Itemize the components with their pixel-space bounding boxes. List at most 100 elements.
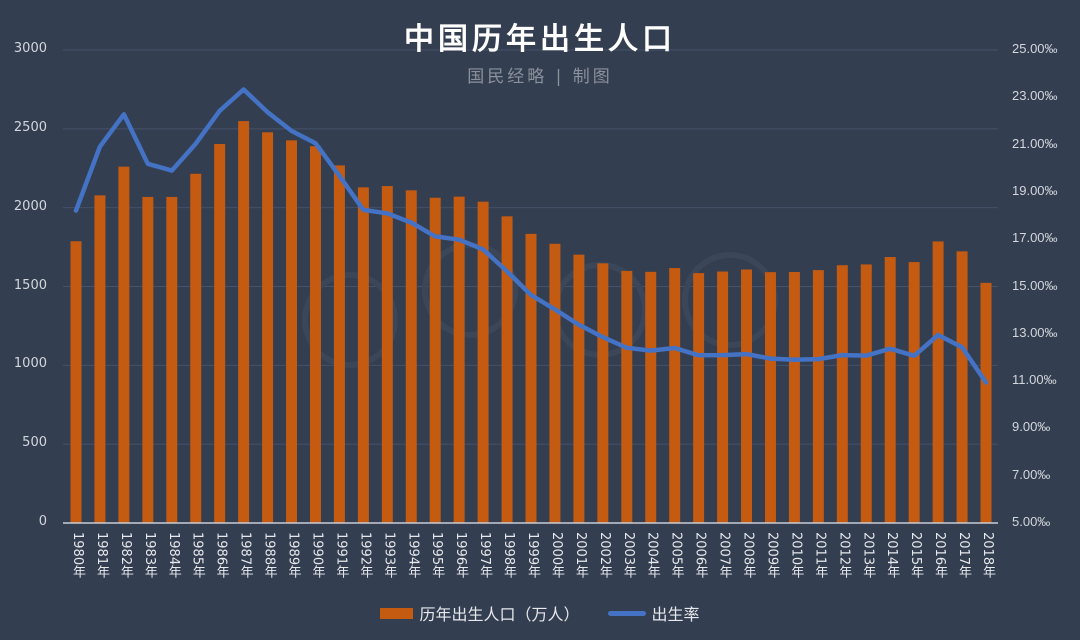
x-axis-tick: 2003年: [620, 532, 636, 579]
x-axis-tick: 1985年: [189, 532, 205, 579]
x-axis-tick: 1986年: [213, 532, 229, 579]
x-axis-tick: 2015年: [908, 532, 924, 579]
bar: [94, 195, 106, 524]
x-axis-tick: 2016年: [932, 532, 948, 579]
bar: [477, 201, 489, 523]
x-axis-tick: 2011年: [812, 532, 828, 579]
bar: [836, 265, 848, 523]
bar: [932, 241, 944, 523]
x-axis-tick: 1981年: [93, 532, 109, 579]
chart-subtitle: 国民经略 | 制图: [467, 67, 613, 87]
bar: [381, 186, 393, 523]
bar: [645, 271, 657, 523]
bar: [405, 190, 417, 523]
bar: [693, 273, 705, 523]
bar: [860, 264, 872, 523]
x-axis-tick: 2004年: [644, 532, 660, 579]
x-axis-tick: 1996年: [453, 532, 469, 579]
bar: [717, 271, 729, 523]
x-axis-tick: 2002年: [596, 532, 612, 579]
x-axis-tick: 2008年: [740, 532, 756, 579]
x-axis-tick: 1995年: [429, 532, 445, 579]
legend-item-birth-rate[interactable]: 出生率: [607, 601, 700, 625]
x-axis-tick: 1991年: [333, 532, 349, 579]
x-axis-tick: 2010年: [788, 532, 804, 579]
x-axis-tick: 1999年: [525, 532, 540, 579]
legend-item-births[interactable]: 历年出生人口（万人）: [380, 601, 580, 625]
bar: [812, 270, 824, 523]
x-axis-tick: 2018年: [980, 532, 995, 579]
bar: [357, 187, 369, 523]
bar: [741, 269, 753, 523]
right-axis-tick: 17.00‰: [1012, 230, 1058, 246]
x-axis-tick: 1993年: [381, 532, 397, 579]
left-axis-tick: 2500: [13, 119, 47, 135]
left-axis-tick: 2000: [13, 198, 47, 214]
x-axis-tick: 1998年: [501, 532, 517, 579]
left-axis-tick: 3000: [13, 41, 47, 56]
bar: [214, 143, 226, 523]
watermark: [302, 242, 778, 368]
bar: [525, 233, 537, 523]
x-axis-tick: 2006年: [692, 532, 708, 579]
bar: [166, 196, 178, 524]
left-axis-tick: 1500: [13, 277, 47, 293]
x-axis-tick: 1988年: [261, 532, 277, 579]
x-axis-tick: 1982年: [117, 532, 133, 579]
bar: [956, 251, 968, 523]
bar: [453, 196, 465, 523]
x-axis-tick: 2000年: [548, 532, 564, 579]
bar: [142, 196, 154, 524]
legend: 历年出生人口（万人） 出生率: [0, 601, 1080, 625]
x-axis-tick: 1992年: [357, 532, 373, 579]
right-axis-tick: 15.00‰: [1012, 277, 1058, 293]
bar: [788, 271, 800, 523]
x-axis-tick: 1984年: [165, 532, 181, 579]
x-axis-tick: 2014年: [884, 532, 900, 579]
line-swatch-icon: [607, 610, 646, 616]
bar: [238, 121, 250, 523]
line-series: [73, 87, 989, 385]
x-axis-tick: 1990年: [309, 532, 325, 579]
bar: [286, 140, 298, 523]
bar-series: [70, 121, 992, 524]
bar: [764, 272, 776, 523]
left-axis-tick: 0: [38, 514, 47, 529]
x-axis-tick: 2001年: [572, 532, 588, 579]
bar: [309, 146, 321, 523]
left-axis-tick: 1000: [13, 356, 47, 372]
right-axis-tick: 13.00‰: [1012, 324, 1058, 340]
x-axis-tick: 2013年: [860, 532, 876, 579]
bar: [597, 263, 609, 523]
legend-label-birth-rate: 出生率: [651, 605, 700, 624]
right-axis-tick: 5.00‰: [1012, 514, 1051, 529]
bar: [549, 243, 561, 523]
bar: [908, 262, 920, 523]
x-axis-tick: 1980年: [70, 532, 85, 579]
chart-title: 中国历年出生人口: [404, 22, 676, 57]
bar: [621, 270, 633, 523]
x-axis-tick: 1997年: [477, 532, 493, 579]
right-axis-tick: 11.00‰: [1012, 372, 1057, 388]
x-axis-tick: 1987年: [237, 532, 253, 579]
bar: [501, 216, 513, 524]
right-axis-tick: 7.00‰: [1012, 466, 1051, 482]
bar: [190, 173, 202, 524]
x-axis-tick: 2005年: [668, 532, 684, 579]
x-axis-tick: 2007年: [716, 532, 732, 579]
bar: [118, 166, 130, 523]
bar: [262, 132, 274, 523]
x-axis-tick: 2017年: [956, 532, 972, 579]
bar: [980, 282, 992, 523]
x-axis-tick: 1989年: [285, 532, 301, 579]
right-axis-tick: 19.00‰: [1012, 182, 1058, 198]
bar: [573, 254, 585, 523]
bar-swatch-icon: [380, 607, 414, 619]
right-axis-tick: 21.00‰: [1012, 135, 1058, 151]
bar: [884, 257, 896, 523]
right-axis-tick: 23.00‰: [1012, 88, 1058, 104]
x-axis-tick: 1983年: [141, 532, 157, 579]
x-axis-tick: 1994年: [405, 532, 421, 579]
bar: [429, 197, 441, 523]
